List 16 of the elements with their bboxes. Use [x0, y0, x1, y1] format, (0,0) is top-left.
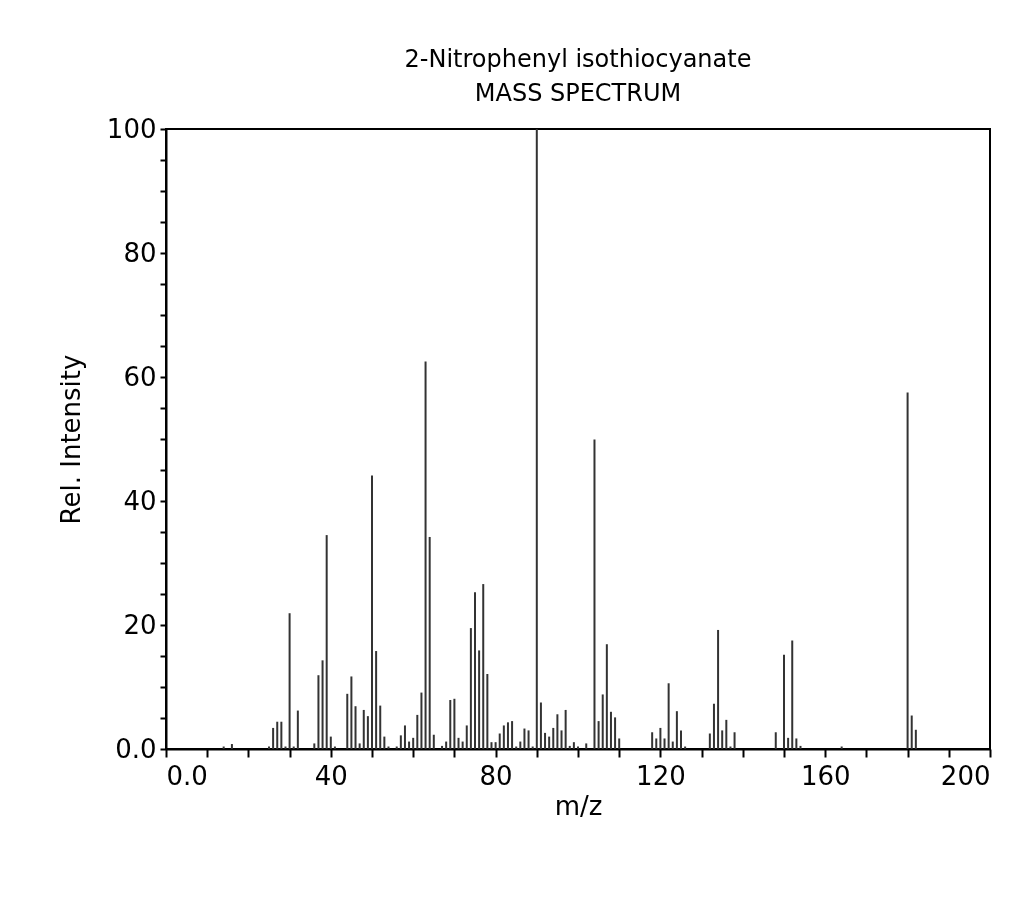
- x-tick-label: 80: [479, 760, 513, 791]
- y-tick-label: 60: [123, 361, 157, 392]
- y-tick-label: 0.0: [115, 733, 157, 764]
- x-tick-label: 40: [314, 760, 348, 791]
- x-tick-label: 0.0: [166, 760, 208, 791]
- y-axis-title: Rel. Intensity: [55, 354, 86, 525]
- chart-title: 2-Nitrophenyl isothiocyanate: [404, 45, 752, 73]
- x-axis-title: m/z: [554, 790, 603, 821]
- chart-subtitle: MASS SPECTRUM: [474, 79, 682, 107]
- y-tick-label: 20: [123, 609, 157, 640]
- x-tick-label: 200: [940, 760, 991, 791]
- y-tick-label: 80: [123, 237, 157, 268]
- y-tick-label: 40: [123, 485, 157, 516]
- x-tick-label: 160: [800, 760, 851, 791]
- x-tick-label: 120: [636, 760, 686, 791]
- y-tick-label: 100: [106, 113, 157, 144]
